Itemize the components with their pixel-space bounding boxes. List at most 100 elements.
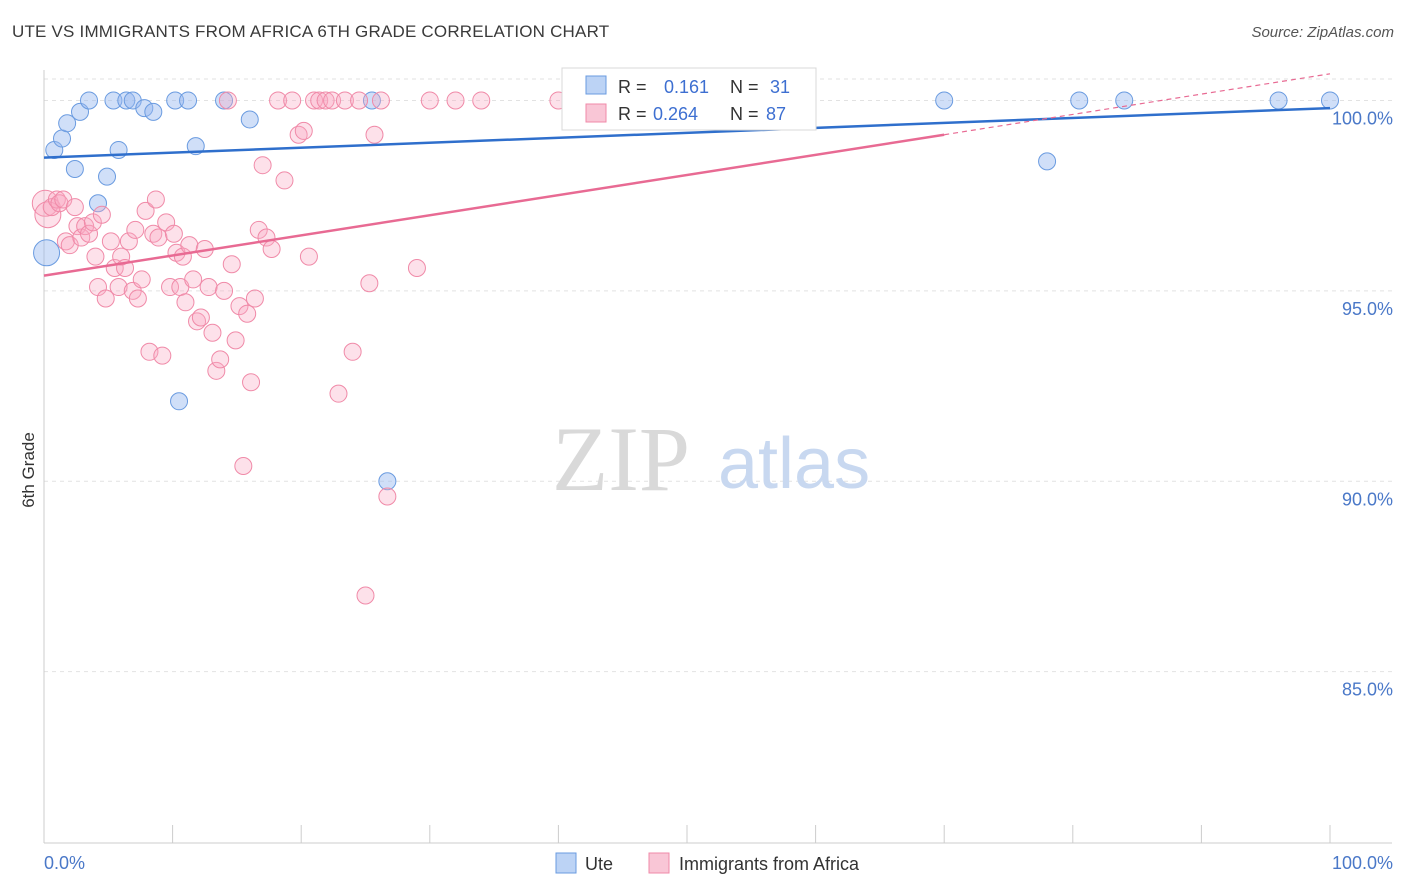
africa-point bbox=[207, 361, 226, 380]
africa-point bbox=[161, 278, 180, 297]
stats-n-label-ute: N = bbox=[730, 77, 759, 97]
africa-point bbox=[153, 346, 172, 365]
ute-point bbox=[1321, 91, 1339, 110]
ute-point bbox=[98, 167, 117, 186]
africa-point bbox=[253, 156, 272, 175]
y-tick-label: 85.0% bbox=[1342, 680, 1393, 700]
stats-n-value-africa: 87 bbox=[766, 104, 786, 124]
africa-point bbox=[128, 289, 147, 308]
ute-point bbox=[170, 392, 189, 411]
africa-point bbox=[356, 586, 375, 605]
africa-point bbox=[299, 247, 318, 266]
axes: 85.0% 90.0% 95.0% 100.0% 0.0% 100.0% bbox=[43, 70, 1393, 873]
ute-point bbox=[1269, 91, 1288, 110]
africa-point bbox=[343, 342, 362, 361]
stats-swatch-ute bbox=[585, 75, 607, 95]
africa-point bbox=[119, 232, 138, 251]
africa-point bbox=[323, 91, 342, 110]
africa-point bbox=[191, 308, 210, 327]
ute-point bbox=[240, 110, 259, 129]
y-tick-label: 100.0% bbox=[1332, 108, 1393, 128]
stats-r-label-africa: R = bbox=[618, 104, 647, 124]
trend-line-africa-extension bbox=[944, 73, 1331, 136]
ute-point bbox=[135, 99, 154, 118]
africa-point bbox=[316, 91, 335, 110]
africa-point bbox=[350, 91, 369, 110]
africa-point bbox=[365, 125, 384, 144]
x-tick-label-end: 100.0% bbox=[1332, 853, 1393, 873]
africa-point bbox=[164, 224, 183, 243]
africa-point bbox=[132, 270, 151, 289]
africa-point bbox=[262, 239, 281, 258]
africa-point bbox=[275, 171, 294, 190]
ute-point bbox=[1070, 91, 1089, 110]
watermark-atlas: atlas bbox=[718, 424, 870, 504]
legend-swatch-ute bbox=[555, 852, 577, 874]
africa-point bbox=[80, 224, 99, 243]
africa-point bbox=[149, 228, 168, 247]
ute-point bbox=[80, 91, 99, 110]
y-tick-label: 90.0% bbox=[1342, 489, 1393, 509]
africa-point bbox=[126, 220, 145, 239]
data-points bbox=[31, 91, 1339, 605]
africa-point bbox=[83, 213, 102, 232]
ute-point bbox=[215, 91, 234, 110]
ute-point bbox=[58, 114, 77, 133]
x-tick-label-start: 0.0% bbox=[44, 853, 85, 873]
africa-point bbox=[203, 323, 222, 342]
trend-line-africa bbox=[43, 133, 945, 277]
watermark: ZIP atlas bbox=[552, 408, 870, 510]
ute-point bbox=[166, 91, 185, 110]
ute-point bbox=[1115, 91, 1134, 110]
stats-n-value-ute: 31 bbox=[770, 77, 790, 97]
stats-swatch-africa bbox=[585, 103, 607, 123]
africa-point bbox=[407, 259, 426, 278]
africa-point bbox=[294, 121, 313, 140]
trend-lines bbox=[43, 73, 1331, 277]
ute-point bbox=[144, 102, 163, 121]
stats-r-label-ute: R = bbox=[618, 77, 647, 97]
africa-point bbox=[222, 255, 241, 274]
africa-point bbox=[310, 91, 329, 110]
ute-point bbox=[89, 194, 108, 213]
africa-point bbox=[65, 198, 84, 217]
africa-point bbox=[420, 91, 439, 110]
africa-point bbox=[101, 232, 120, 251]
africa-point bbox=[112, 247, 131, 266]
africa-point bbox=[234, 457, 253, 476]
ute-point bbox=[33, 239, 61, 267]
africa-point bbox=[176, 293, 195, 312]
africa-point bbox=[230, 297, 249, 316]
africa-point bbox=[136, 201, 155, 220]
africa-point bbox=[146, 190, 165, 209]
y-tick-label: 95.0% bbox=[1342, 299, 1393, 319]
africa-point bbox=[242, 373, 261, 392]
stats-n-label-africa: N = bbox=[730, 104, 759, 124]
africa-point bbox=[378, 487, 397, 506]
legend: Ute Immigrants from Africa bbox=[555, 852, 860, 874]
africa-point bbox=[472, 91, 491, 110]
africa-point bbox=[109, 278, 128, 297]
ute-point bbox=[53, 129, 72, 148]
africa-point bbox=[360, 274, 379, 293]
africa-point bbox=[218, 91, 237, 110]
legend-swatch-africa bbox=[648, 852, 670, 874]
africa-point bbox=[92, 205, 111, 224]
ute-point bbox=[179, 91, 198, 110]
africa-point bbox=[269, 91, 288, 110]
ute-point bbox=[117, 91, 136, 110]
africa-point bbox=[184, 270, 203, 289]
africa-point bbox=[226, 331, 245, 350]
watermark-zip: ZIP bbox=[552, 408, 690, 510]
ute-point bbox=[935, 91, 954, 110]
chart-source: Source: ZipAtlas.com bbox=[1251, 24, 1394, 41]
stats-r-value-ute: 0.161 bbox=[664, 77, 709, 97]
legend-label-ute: Ute bbox=[585, 854, 613, 874]
chart-title: UTE VS IMMIGRANTS FROM AFRICA 6TH GRADE … bbox=[12, 22, 610, 41]
africa-point bbox=[31, 189, 59, 217]
africa-point bbox=[238, 304, 257, 323]
ute-point bbox=[104, 91, 123, 110]
stats-box: R = 0.161 N = 31 R = 0.264 N = 87 bbox=[561, 67, 817, 131]
africa-point bbox=[371, 91, 390, 110]
africa-point bbox=[283, 91, 302, 110]
